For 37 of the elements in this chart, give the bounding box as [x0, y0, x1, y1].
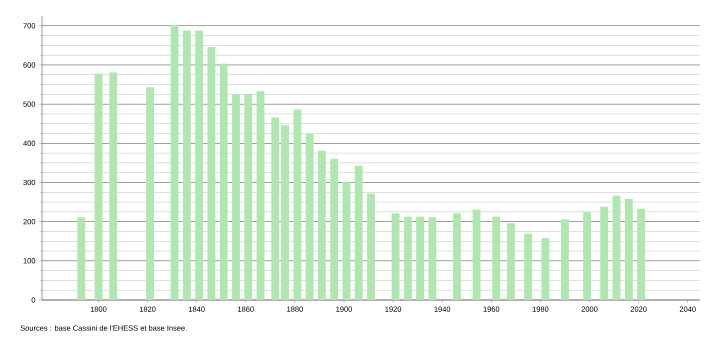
- bar: [367, 193, 375, 300]
- bar: [600, 206, 608, 300]
- bar: [561, 219, 569, 300]
- bar: [472, 210, 481, 300]
- bar: [624, 198, 633, 300]
- bar: [507, 223, 515, 300]
- bar: [195, 30, 204, 300]
- bar: [354, 166, 363, 300]
- bar: [453, 213, 461, 300]
- bar: [207, 46, 216, 300]
- bar: [612, 196, 620, 300]
- bar: [293, 110, 302, 300]
- bar: [404, 216, 412, 300]
- bar: [392, 213, 400, 300]
- bar: [330, 158, 338, 300]
- bar: [318, 150, 326, 300]
- bar: [637, 208, 646, 300]
- bar: [77, 217, 86, 300]
- bar: [94, 74, 102, 300]
- bar: [492, 216, 500, 300]
- bar: [541, 238, 550, 300]
- bar: [428, 217, 436, 300]
- bar: [583, 211, 591, 300]
- bar: [220, 64, 228, 300]
- bar: [524, 234, 532, 300]
- bar: [416, 216, 424, 300]
- bar: [256, 91, 264, 300]
- bar: [232, 94, 240, 300]
- bar: [182, 30, 191, 300]
- bar: [306, 134, 314, 300]
- bar: [109, 72, 118, 300]
- bar: [170, 25, 179, 300]
- bar: [281, 125, 289, 300]
- bar: [146, 87, 154, 300]
- bar: [244, 94, 252, 300]
- bar: [342, 182, 350, 300]
- bar: [271, 117, 280, 300]
